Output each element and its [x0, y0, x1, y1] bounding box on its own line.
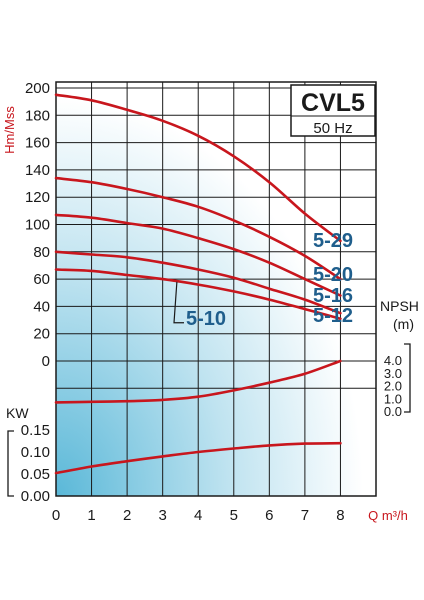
x-tick-label: 4: [194, 507, 202, 524]
x-axis-title: Q m³/h: [368, 508, 408, 523]
npsh-tick-label: 2.0: [384, 379, 402, 394]
x-tick-label: 8: [336, 507, 344, 524]
head-curve-5-20: [54, 176, 342, 281]
model-box: [290, 84, 376, 137]
series-labels: 5-29 5-205-165-12 5-10: [173, 230, 353, 330]
power-tick-label: 0.05: [21, 466, 50, 483]
x-tick-label: 6: [265, 507, 273, 524]
head-tick-label: 160: [25, 135, 50, 152]
head-curve-5-12: [54, 250, 342, 315]
power-axis-bracket: [7, 430, 14, 497]
head-tick-label: 200: [25, 80, 50, 97]
head-tick-label: 0: [42, 353, 50, 370]
frequency-label: 50 Hz: [313, 120, 352, 137]
power-tick-label: 0.15: [21, 422, 50, 439]
head-tick-label: 140: [25, 162, 50, 179]
head-tick-label: 80: [33, 244, 50, 261]
model-name: CVL5: [301, 89, 365, 117]
npsh-axis-bracket: [404, 343, 411, 413]
head-axis-title: Hm/Mss: [2, 106, 17, 154]
npsh-curve: [54, 359, 342, 404]
npsh-tick-label: 3.0: [384, 366, 402, 381]
head-tick-label: 120: [25, 189, 50, 206]
npsh-axis-unit: (m): [393, 316, 414, 332]
power-tick-label: 0.00: [21, 488, 50, 505]
head-tick-label: 40: [33, 298, 50, 315]
x-tick-label: 5: [230, 507, 238, 524]
series-leader-5-10: [173, 281, 184, 324]
npsh-tick-label: 0.0: [384, 404, 402, 419]
series-label-5-10: 5-10: [186, 308, 226, 330]
series-label-5-12: 5-12: [313, 305, 353, 327]
curves: [54, 93, 342, 475]
series-label-5-16: 5-16: [313, 285, 353, 307]
x-tick-label: 2: [123, 507, 131, 524]
head-curve-5-10: [54, 268, 342, 320]
series-label-5-29: 5-29: [313, 230, 353, 252]
x-axis-ticks: 0 1 2 3 4 5 6 7 8: [52, 507, 345, 524]
x-tick-label: 7: [301, 507, 309, 524]
head-curve-5-16: [54, 213, 342, 297]
x-tick-label: 0: [52, 507, 60, 524]
series-label-5-20: 5-20: [313, 264, 353, 286]
head-tick-label: 20: [33, 326, 50, 343]
power-axis-title: KW: [6, 405, 29, 421]
head-curve-5-29: [54, 93, 342, 243]
plot-border: [55, 81, 377, 497]
npsh-tick-label: 1.0: [384, 391, 402, 406]
power-axis-ticks: 0.15 0.10 0.05 0.00: [21, 422, 50, 505]
npsh-tick-label: 4.0: [384, 353, 402, 368]
npsh-axis-title: NPSH: [380, 298, 419, 314]
head-tick-label: 100: [25, 217, 50, 234]
power-curve: [54, 441, 342, 475]
head-tick-label: 60: [33, 271, 50, 288]
npsh-axis-ticks: 4.03.02.01.00.0: [384, 353, 402, 419]
power-tick-label: 0.10: [21, 444, 50, 461]
x-tick-label: 1: [87, 507, 95, 524]
x-tick-label: 3: [158, 507, 166, 524]
head-tick-label: 180: [25, 107, 50, 124]
